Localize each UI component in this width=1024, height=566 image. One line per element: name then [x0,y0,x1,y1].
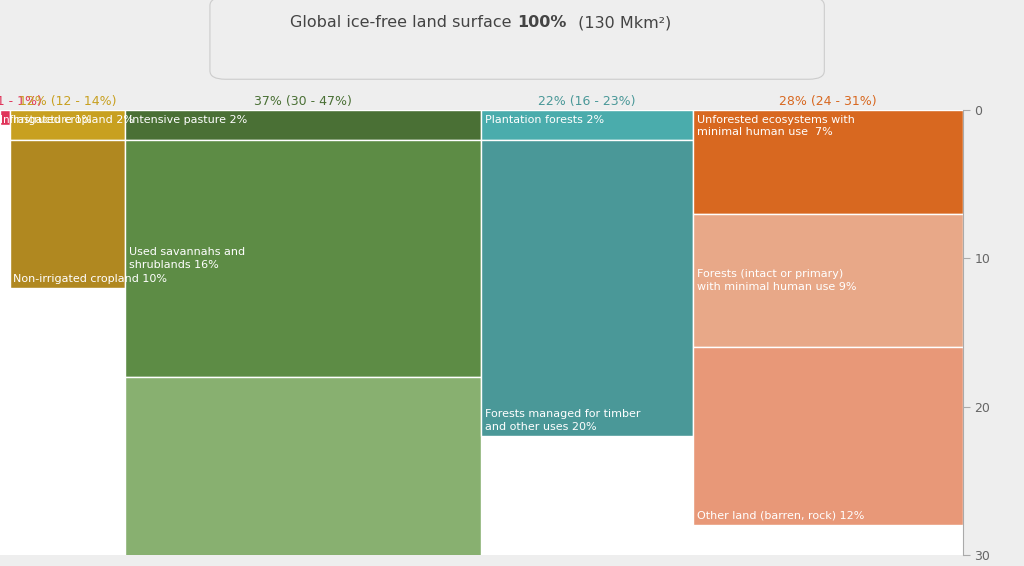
Text: 37% (30 - 47%): 37% (30 - 47%) [254,95,352,108]
Bar [693,348,963,525]
Text: 1% (1 - 1%): 1% (1 - 1%) [0,95,42,108]
Bar [125,377,481,566]
Text: Global ice-free land surface: Global ice-free land surface [291,15,517,30]
Bar [125,140,481,377]
Text: Other land (barren, rock) 12%: Other land (barren, rock) 12% [697,511,864,521]
Bar [9,110,125,140]
Bar [9,140,125,288]
Text: 28% (24 - 31%): 28% (24 - 31%) [779,95,877,108]
Bar [481,110,693,140]
Text: (130 Mkm²): (130 Mkm²) [573,15,672,30]
Bar [693,214,963,348]
Text: Forests managed for timber
and other uses 20%: Forests managed for timber and other use… [485,409,641,432]
Bar [125,110,481,140]
Text: Unforested ecosystems with
minimal human use  7%: Unforested ecosystems with minimal human… [697,115,855,137]
Text: Non-irrigated cropland 10%: Non-irrigated cropland 10% [13,273,168,284]
Text: Plantation forests 2%: Plantation forests 2% [485,115,604,125]
Text: Forests (intact or primary)
with minimal human use 9%: Forests (intact or primary) with minimal… [697,269,856,292]
Bar [693,110,963,214]
Text: 22% (16 - 23%): 22% (16 - 23%) [539,95,636,108]
Text: Infrastructure 1%: Infrastructure 1% [0,115,92,125]
Text: 100%: 100% [517,15,566,30]
Bar [481,140,693,436]
Text: Used savannahs and
shrublands 16%: Used savannahs and shrublands 16% [129,247,245,269]
Text: 12% (12 - 14%): 12% (12 - 14%) [18,95,116,108]
Text: Intensive pasture 2%: Intensive pasture 2% [129,115,247,125]
Bar [0,110,9,125]
Text: Irrigated cropland 2%: Irrigated cropland 2% [13,115,134,125]
